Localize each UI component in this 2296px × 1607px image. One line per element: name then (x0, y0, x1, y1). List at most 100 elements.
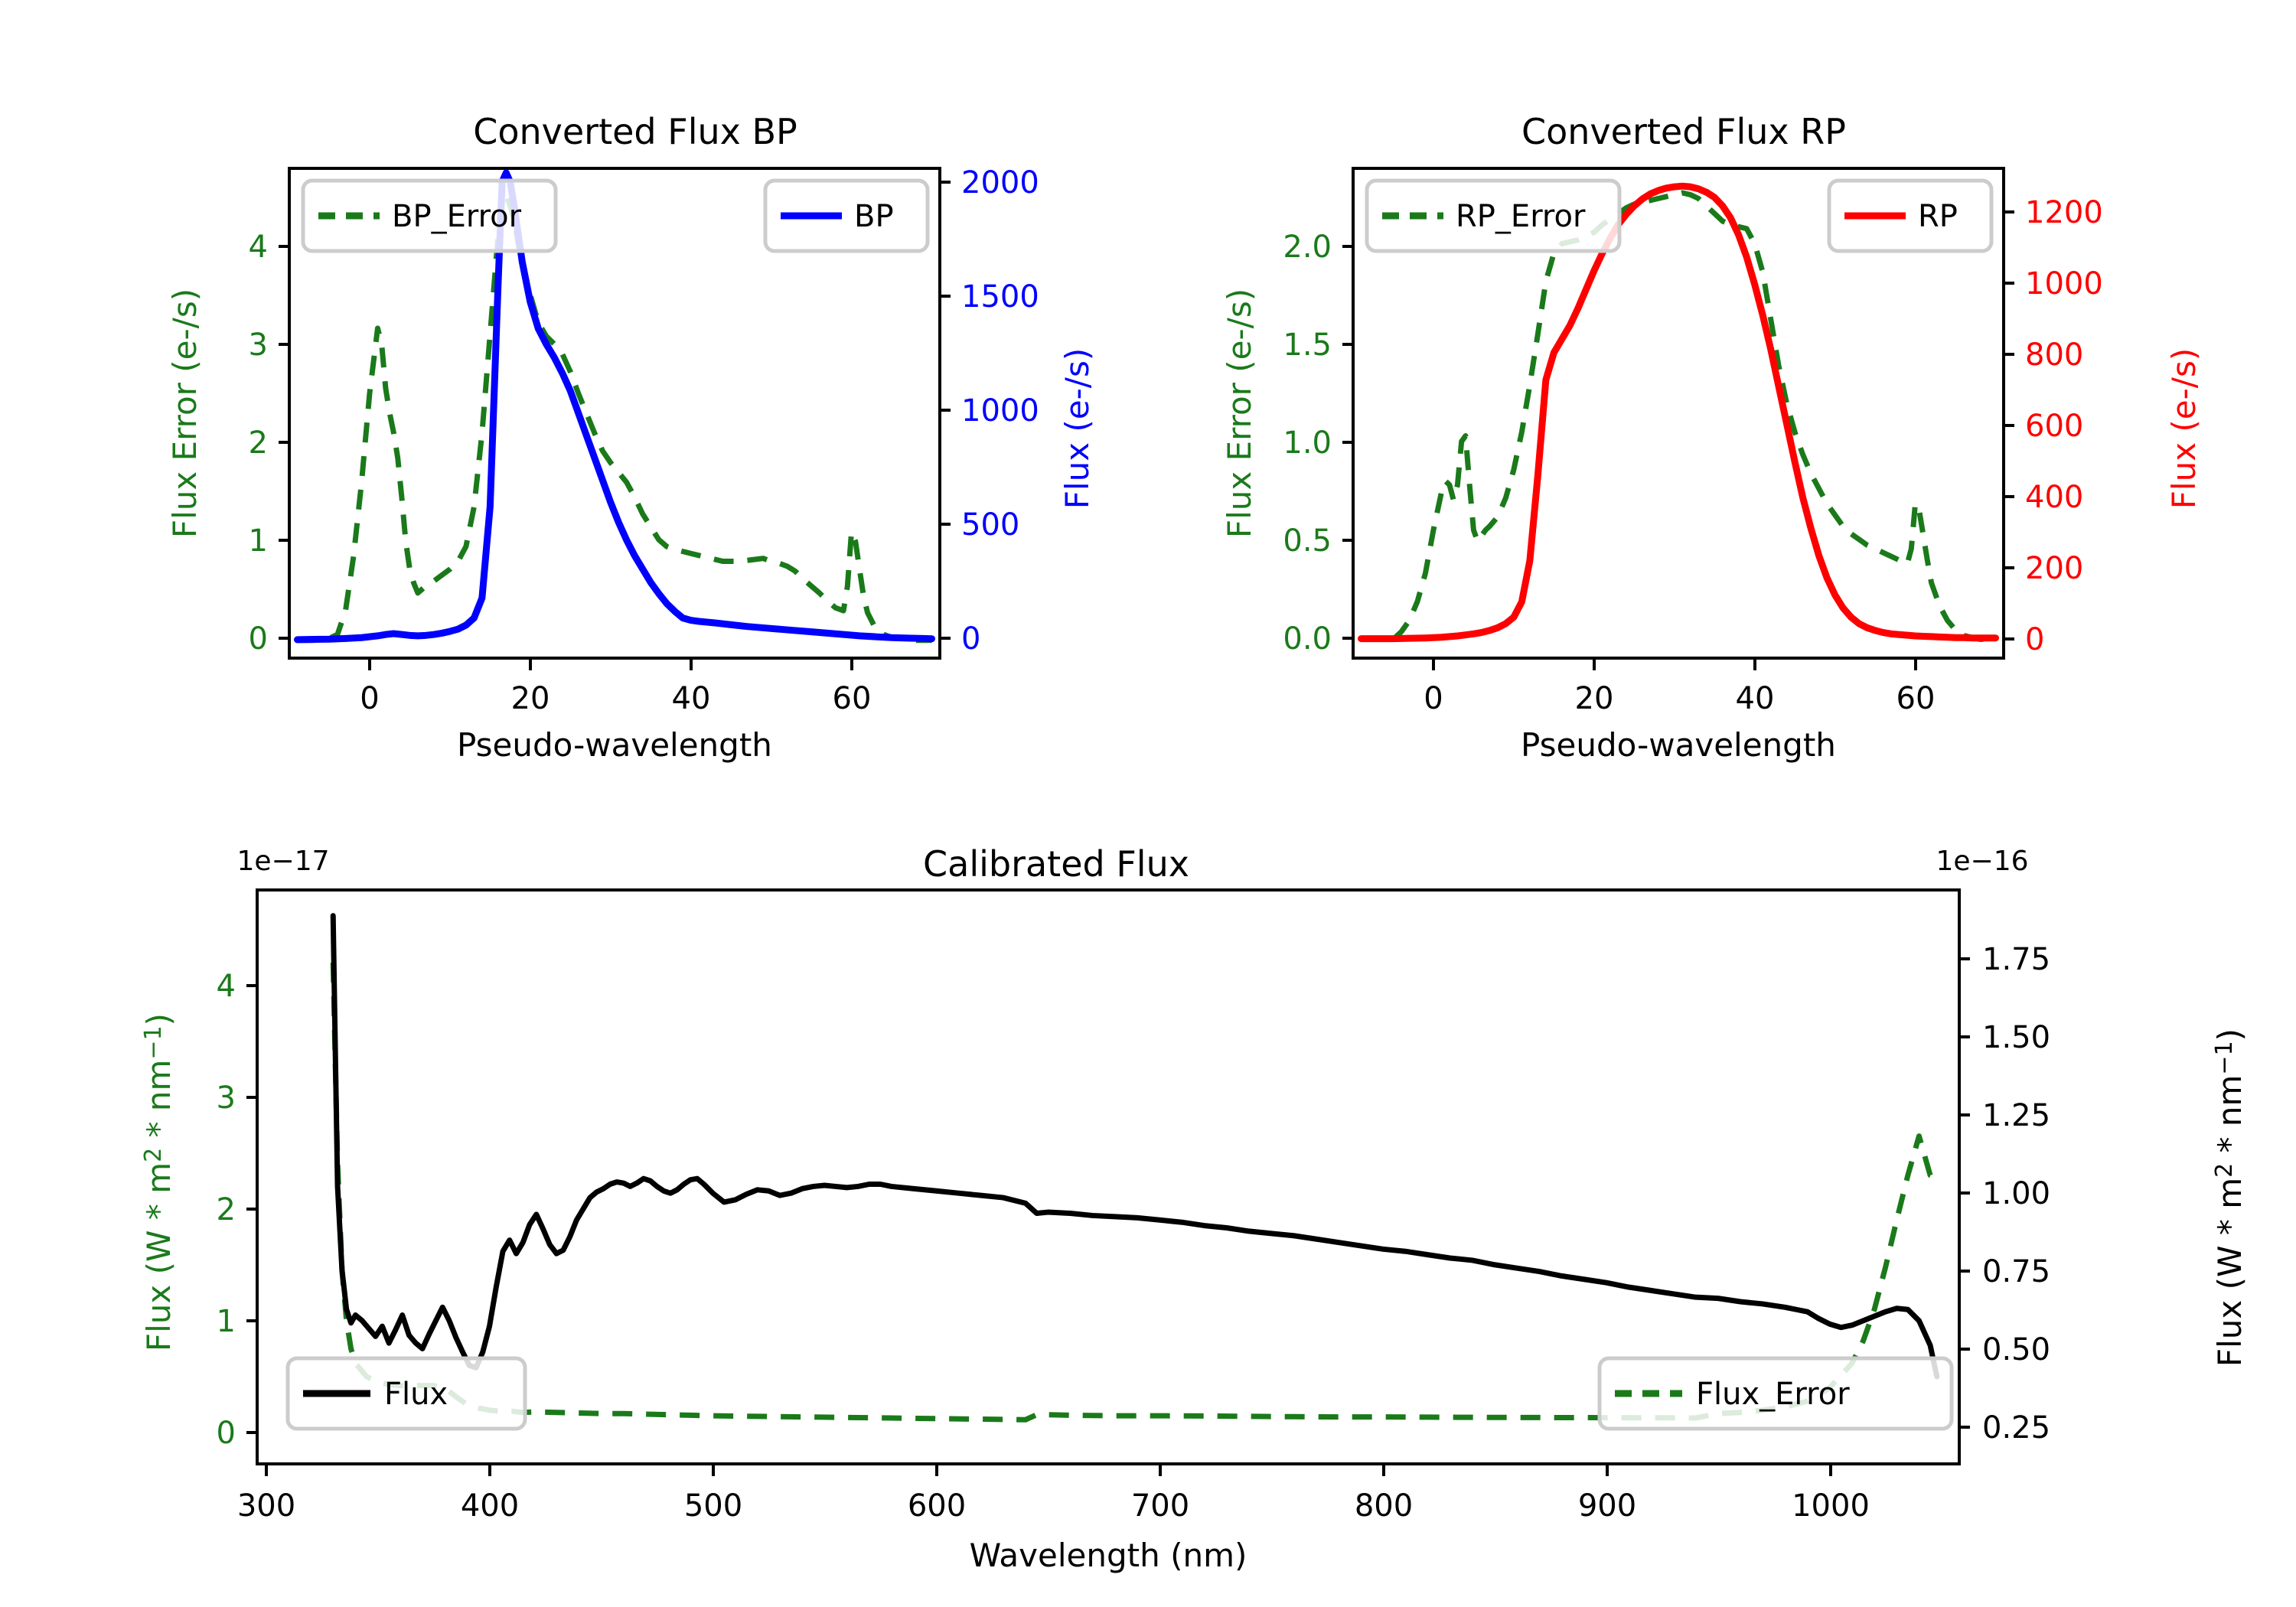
y-tick-left-rp: 0.5 (1283, 523, 1332, 559)
legend-label-rp: RP (1918, 199, 1958, 234)
chart-converted-flux-rp: Converted Flux RP 0.0 0.5 1.0 1.5 2.0 Fl… (1225, 111, 2203, 764)
x-tick-calibrated: 300 (237, 1488, 295, 1524)
y-tick-right-rp: 1200 (2025, 195, 2103, 230)
legend-bp[interactable]: BP (763, 178, 930, 253)
y-offset-right-calibrated: 1e−16 (1936, 846, 2028, 877)
y-axis-label-right-calibrated: Flux (W * m2 * nm−1) (2211, 1028, 2249, 1367)
y-offset-left-calibrated: 1e−17 (236, 846, 329, 877)
x-axis-label-bp: Pseudo-wavelength (457, 726, 772, 764)
y-axis-left-calibrated: 0 1 2 3 4 Flux (W * m2 * nm−1) (140, 969, 257, 1451)
legend-label-flux: Flux (384, 1377, 448, 1412)
y-tick-right-rp: 1000 (2025, 266, 2103, 302)
x-tick-rp: 60 (1896, 681, 1936, 716)
x-tick-rp: 0 (1424, 681, 1443, 716)
panel-converted-flux-rp: Converted Flux RP 0.0 0.5 1.0 1.5 2.0 Fl… (1225, 107, 2219, 781)
y-tick-left-bp: 0 (249, 621, 268, 657)
y-axis-label-left-bp: Flux Error (e-/s) (166, 288, 204, 538)
y-tick-left-calibrated: 4 (217, 969, 236, 1004)
legend-flux[interactable]: Flux (285, 1356, 527, 1431)
y-tick-left-rp: 0.0 (1283, 621, 1332, 657)
x-tick-calibrated: 600 (908, 1488, 966, 1524)
y-tick-right-calibrated: 0.75 (1982, 1254, 2050, 1289)
x-tick-bp: 60 (833, 681, 872, 716)
x-tick-calibrated: 1000 (1792, 1488, 1870, 1524)
legend-label-rp-error: RP_Error (1456, 199, 1586, 234)
y-tick-left-rp: 1.5 (1283, 328, 1332, 363)
x-tick-rp: 40 (1736, 681, 1775, 716)
y-tick-left-rp: 1.0 (1283, 425, 1332, 461)
y-tick-right-rp: 600 (2025, 409, 2083, 444)
y-axis-label-left-rp: Flux Error (e-/s) (1225, 288, 1258, 538)
x-tick-calibrated: 500 (684, 1488, 742, 1524)
y-tick-right-rp: 400 (2025, 480, 2083, 515)
x-tick-calibrated: 700 (1131, 1488, 1189, 1524)
series-flux (330, 913, 1940, 1380)
y-axis-label-right-rp: Flux (e-/s) (2165, 348, 2203, 509)
y-tick-right-rp: 200 (2025, 551, 2083, 586)
legend-label-flux-error: Flux_Error (1696, 1377, 1850, 1412)
y-tick-right-bp: 2000 (961, 165, 1039, 200)
y-axis-left-rp: 0.0 0.5 1.0 1.5 2.0 Flux Error (e-/s) (1225, 230, 1353, 657)
chart-converted-flux-bp: Converted Flux BP 0 1 2 3 4 Flux Error (… (166, 111, 1096, 764)
x-axis-label-rp: Pseudo-wavelength (1521, 726, 1836, 764)
panel-converted-flux-bp: Converted Flux BP 0 1 2 3 4 Flux Error (… (161, 107, 1110, 781)
y-tick-right-calibrated: 0.25 (1982, 1410, 2050, 1446)
series-rp (1357, 182, 2000, 643)
x-tick-calibrated: 400 (461, 1488, 519, 1524)
y-axis-right-calibrated: 0.25 0.50 0.75 1.00 1.25 1.50 1.75 Flux … (1959, 942, 2249, 1446)
x-axis-rp: 0 20 40 60 Pseudo-wavelength (1424, 658, 1935, 764)
x-axis-bp: 0 20 40 60 Pseudo-wavelength (360, 658, 871, 764)
legend-label-bp-error: BP_Error (392, 199, 522, 234)
x-axis-label-calibrated: Wavelength (nm) (970, 1537, 1247, 1574)
y-tick-right-calibrated: 1.25 (1982, 1098, 2050, 1133)
legend-rp-error[interactable]: RP_Error (1365, 178, 1622, 253)
y-axis-right-rp: 0 200 400 600 800 1000 1200 Flux (e-/s) (2004, 195, 2203, 657)
panel-calibrated-flux: Calibrated Flux 1e−17 1e−16 0 1 2 3 4 Fl… (138, 823, 2281, 1596)
chart-title-bp: Converted Flux BP (473, 111, 797, 152)
y-axis-label-right-bp: Flux (e-/s) (1058, 348, 1096, 509)
y-tick-right-calibrated: 1.50 (1982, 1020, 2050, 1055)
x-tick-bp: 20 (511, 681, 550, 716)
y-tick-right-bp: 500 (961, 507, 1019, 543)
y-tick-left-bp: 4 (249, 230, 268, 265)
y-tick-left-bp: 2 (249, 425, 268, 461)
y-tick-right-rp: 800 (2025, 337, 2083, 373)
x-tick-rp: 20 (1575, 681, 1614, 716)
y-tick-right-calibrated: 0.50 (1982, 1332, 2050, 1367)
y-tick-right-rp: 0 (2025, 622, 2044, 657)
y-tick-left-bp: 1 (249, 523, 268, 559)
y-axis-label-left-calibrated: Flux (W * m2 * nm−1) (140, 1013, 178, 1351)
x-tick-bp: 0 (360, 681, 379, 716)
x-tick-bp: 40 (672, 681, 711, 716)
y-axis-left-bp: 0 1 2 3 4 Flux Error (e-/s) (166, 230, 289, 657)
plot-frame-rp (1352, 167, 2005, 660)
series-bp-error (297, 193, 932, 644)
y-tick-left-calibrated: 3 (217, 1081, 236, 1116)
x-tick-calibrated: 800 (1355, 1488, 1413, 1524)
y-tick-left-calibrated: 2 (217, 1192, 236, 1227)
legend-rp[interactable]: RP (1827, 178, 1994, 253)
legend-bp-error[interactable]: BP_Error (301, 178, 558, 253)
y-axis-right-bp: 0 500 1000 1500 2000 Flux (e-/s) (940, 165, 1096, 657)
chart-title-rp: Converted Flux RP (1521, 111, 1846, 152)
y-tick-right-bp: 1500 (961, 279, 1039, 315)
series-bp (293, 169, 936, 644)
y-tick-left-bp: 3 (249, 328, 268, 363)
x-tick-calibrated: 900 (1578, 1488, 1636, 1524)
series-rp-error (1361, 190, 1996, 642)
plot-frame-bp (288, 167, 941, 660)
plot-frame-calibrated (256, 888, 1961, 1465)
y-tick-right-calibrated: 1.75 (1982, 942, 2050, 977)
legend-label-bp: BP (854, 199, 894, 234)
y-tick-right-bp: 1000 (961, 393, 1039, 429)
y-tick-right-calibrated: 1.00 (1982, 1176, 2050, 1211)
series-flux-error (330, 962, 1938, 1423)
chart-calibrated-flux: Calibrated Flux 1e−17 1e−16 0 1 2 3 4 Fl… (140, 843, 2249, 1574)
x-axis-calibrated: 300 400 500 600 700 800 900 1000 Wavelen… (237, 1464, 1870, 1574)
legend-flux-error[interactable]: Flux_Error (1597, 1356, 1954, 1431)
y-tick-right-bp: 0 (961, 621, 980, 657)
y-tick-left-rp: 2.0 (1283, 230, 1332, 265)
y-tick-left-calibrated: 0 (217, 1416, 236, 1451)
chart-title-calibrated: Calibrated Flux (923, 843, 1189, 885)
